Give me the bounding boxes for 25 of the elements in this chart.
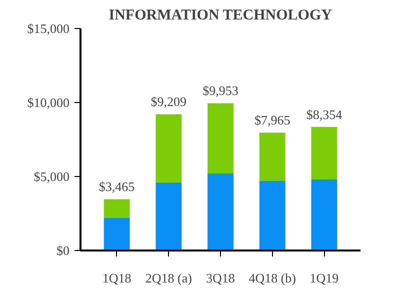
bar: [208, 174, 234, 250]
bar: [311, 126, 338, 180]
bar: [156, 114, 182, 182]
y-tick-label: $15,000: [27, 21, 70, 36]
total-label: $7,965: [254, 112, 290, 128]
x-tick-label: 3Q18: [206, 270, 235, 286]
total-label: $8,354: [306, 106, 343, 122]
total-label: $3,465: [98, 179, 135, 194]
bar: [311, 179, 338, 250]
bar: [259, 132, 286, 181]
total-label: $9,209: [150, 94, 187, 110]
x-tick-label: 1Q18: [102, 270, 132, 286]
bar: [104, 218, 130, 250]
x-tick-label: 1Q19: [310, 270, 339, 286]
y-tick-label: $10,000: [27, 95, 70, 110]
y-tick-label: $0: [56, 243, 70, 258]
bar: [208, 103, 234, 174]
total-label: $9,953: [202, 83, 238, 98]
bar: [259, 180, 286, 250]
bar: [104, 199, 130, 218]
y-tick-label: $5,000: [34, 169, 70, 184]
x-tick-label: 4Q18 (b): [248, 270, 296, 286]
chart-title: INFORMATION TECHNOLOGY: [108, 8, 332, 24]
bar: [156, 182, 182, 250]
x-tick-label: 2Q18 (a): [145, 270, 192, 286]
